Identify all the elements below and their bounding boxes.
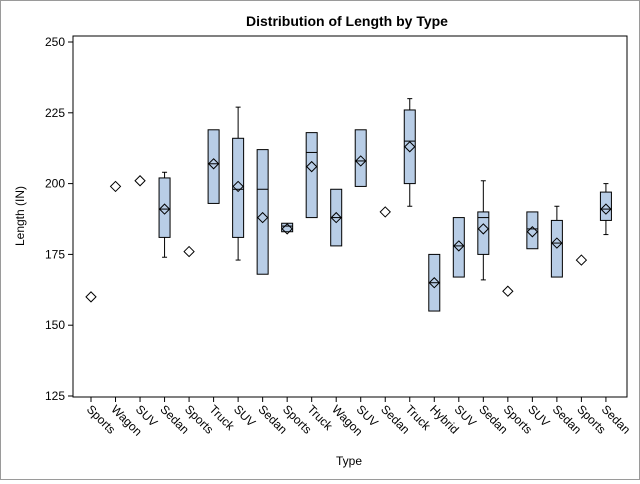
mean-marker	[575, 254, 588, 266]
mean-marker	[600, 203, 612, 215]
box-sedan	[256, 149, 269, 275]
y-axis-label: Length (IN)	[13, 186, 27, 246]
box-hybrid	[428, 253, 441, 312]
mean-marker	[305, 160, 318, 173]
mean-marker	[330, 211, 342, 224]
plot-area	[72, 35, 628, 398]
box-iqr	[305, 132, 318, 219]
chart-title: Distribution of Length by Type	[246, 13, 448, 29]
box-sports	[575, 254, 588, 266]
x-tick-label: SUV	[231, 402, 258, 429]
box-sports	[183, 245, 195, 258]
mean-marker	[85, 291, 97, 303]
mean-marker	[428, 277, 440, 289]
box-suv	[452, 217, 465, 278]
box-iqr	[354, 129, 367, 187]
mean-marker	[232, 180, 244, 193]
x-axis: SportsWagonSUVSedanSportsTruckSUVSedanSp…	[84, 397, 633, 439]
mean-marker	[207, 158, 220, 170]
box-iqr	[599, 191, 612, 221]
mean-marker	[109, 180, 122, 193]
box-wagon	[109, 180, 122, 193]
box-iqr	[232, 137, 245, 238]
box-iqr	[526, 211, 539, 250]
box-sedan	[477, 180, 490, 281]
box-sedan	[550, 205, 563, 278]
x-axis-label: Type	[336, 454, 362, 468]
y-axis: 125 150 175 200 225 250	[45, 35, 73, 403]
box-sedan	[599, 183, 612, 236]
mean-marker	[134, 175, 146, 187]
box-series	[85, 98, 612, 312]
box-wagon	[330, 188, 343, 247]
mean-marker	[551, 237, 563, 249]
box-truck	[305, 132, 318, 219]
mean-marker	[453, 240, 465, 252]
box-sports	[281, 222, 294, 235]
box-suv	[526, 211, 539, 250]
box-iqr	[158, 177, 171, 238]
mean-marker	[379, 206, 391, 218]
y-tick-label: 225	[45, 106, 65, 120]
mean-marker	[526, 226, 539, 238]
box-suv	[134, 175, 146, 187]
x-tick-label: Sedan	[599, 402, 633, 436]
box-iqr	[477, 211, 490, 255]
y-tick-label: 125	[45, 389, 65, 403]
mean-marker	[502, 285, 514, 297]
box-iqr	[452, 217, 465, 278]
box-sports	[85, 291, 97, 303]
mean-marker	[158, 203, 171, 215]
mean-marker	[404, 141, 416, 153]
box-sports	[502, 285, 514, 297]
y-tick-label: 150	[45, 318, 65, 332]
box-suv	[232, 106, 245, 261]
box-truck	[403, 98, 416, 207]
y-tick-label: 250	[45, 35, 65, 49]
y-tick-label: 200	[45, 177, 65, 191]
box-iqr	[403, 109, 416, 185]
mean-marker	[183, 245, 195, 258]
mean-marker	[256, 211, 269, 224]
mean-marker	[355, 155, 367, 167]
box-sedan	[158, 171, 171, 258]
mean-marker	[477, 223, 490, 235]
mean-marker	[281, 223, 293, 235]
y-tick-label: 175	[45, 247, 65, 261]
box-truck	[207, 129, 220, 204]
box-iqr	[207, 129, 220, 204]
box-suv	[354, 129, 367, 187]
box-sedan	[379, 206, 391, 218]
